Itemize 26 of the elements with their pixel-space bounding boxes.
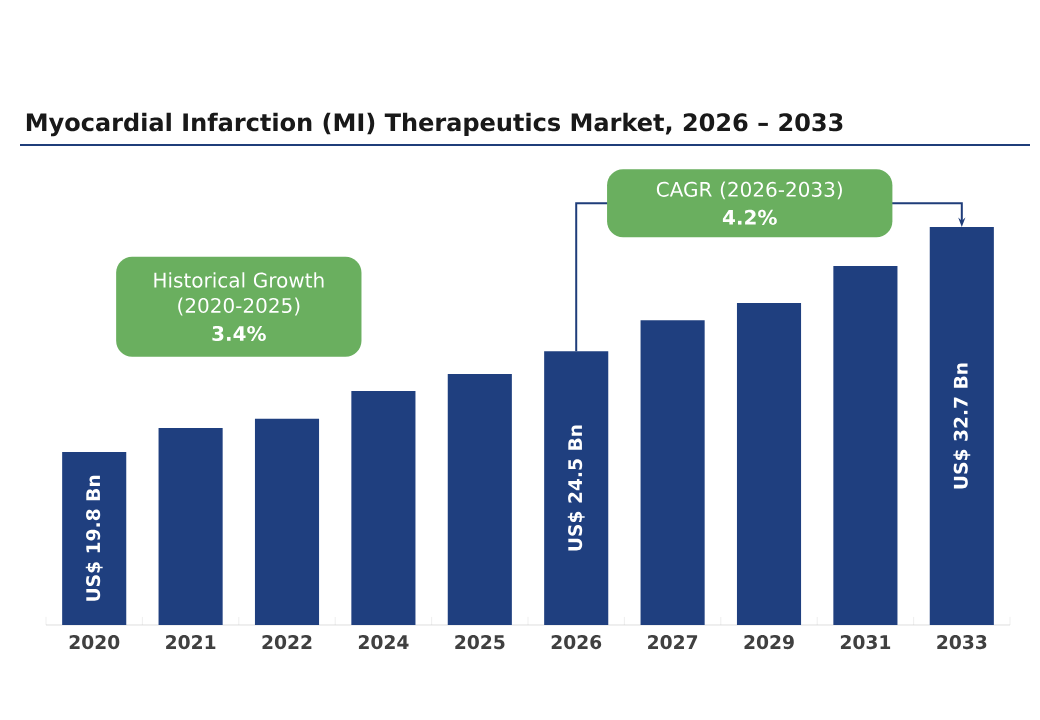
x-tick-label: 2024 xyxy=(358,635,409,650)
x-tick-label: 2026 xyxy=(551,635,602,650)
x-tick-label: 2025 xyxy=(455,635,505,650)
x-tick-label: 2027 xyxy=(648,635,698,650)
x-tick-label: 2022 xyxy=(262,635,312,650)
text: 4.2% xyxy=(722,209,777,225)
text: CAGR (2026-2033) xyxy=(656,181,842,200)
x-tick-label: 2020 xyxy=(69,635,120,650)
annotation: 3.4% xyxy=(212,325,266,342)
x-tick-label: 2033 xyxy=(937,635,987,650)
bar xyxy=(351,390,416,625)
bar xyxy=(254,418,320,625)
bar xyxy=(833,266,898,625)
bar xyxy=(447,373,512,625)
bar xyxy=(158,428,223,625)
x-tick-label: 2021 xyxy=(166,635,216,650)
bar xyxy=(640,320,705,625)
chart-title: Myocardial Infarction (MI) Therapeutics Market, 2026 – 2033 xyxy=(26,112,843,137)
annotation: Historical Growth (2020-2025) xyxy=(154,272,324,316)
bar xyxy=(736,303,802,625)
bar xyxy=(62,451,127,625)
annotation: US$ 32.7 Bn xyxy=(953,363,971,489)
annotation: US$ 19.8 Bn xyxy=(85,475,103,601)
x-tick-label: 2031 xyxy=(840,635,891,650)
annotation: US$ 24.5 Bn xyxy=(567,425,585,551)
x-tick-label: 2029 xyxy=(744,635,794,650)
